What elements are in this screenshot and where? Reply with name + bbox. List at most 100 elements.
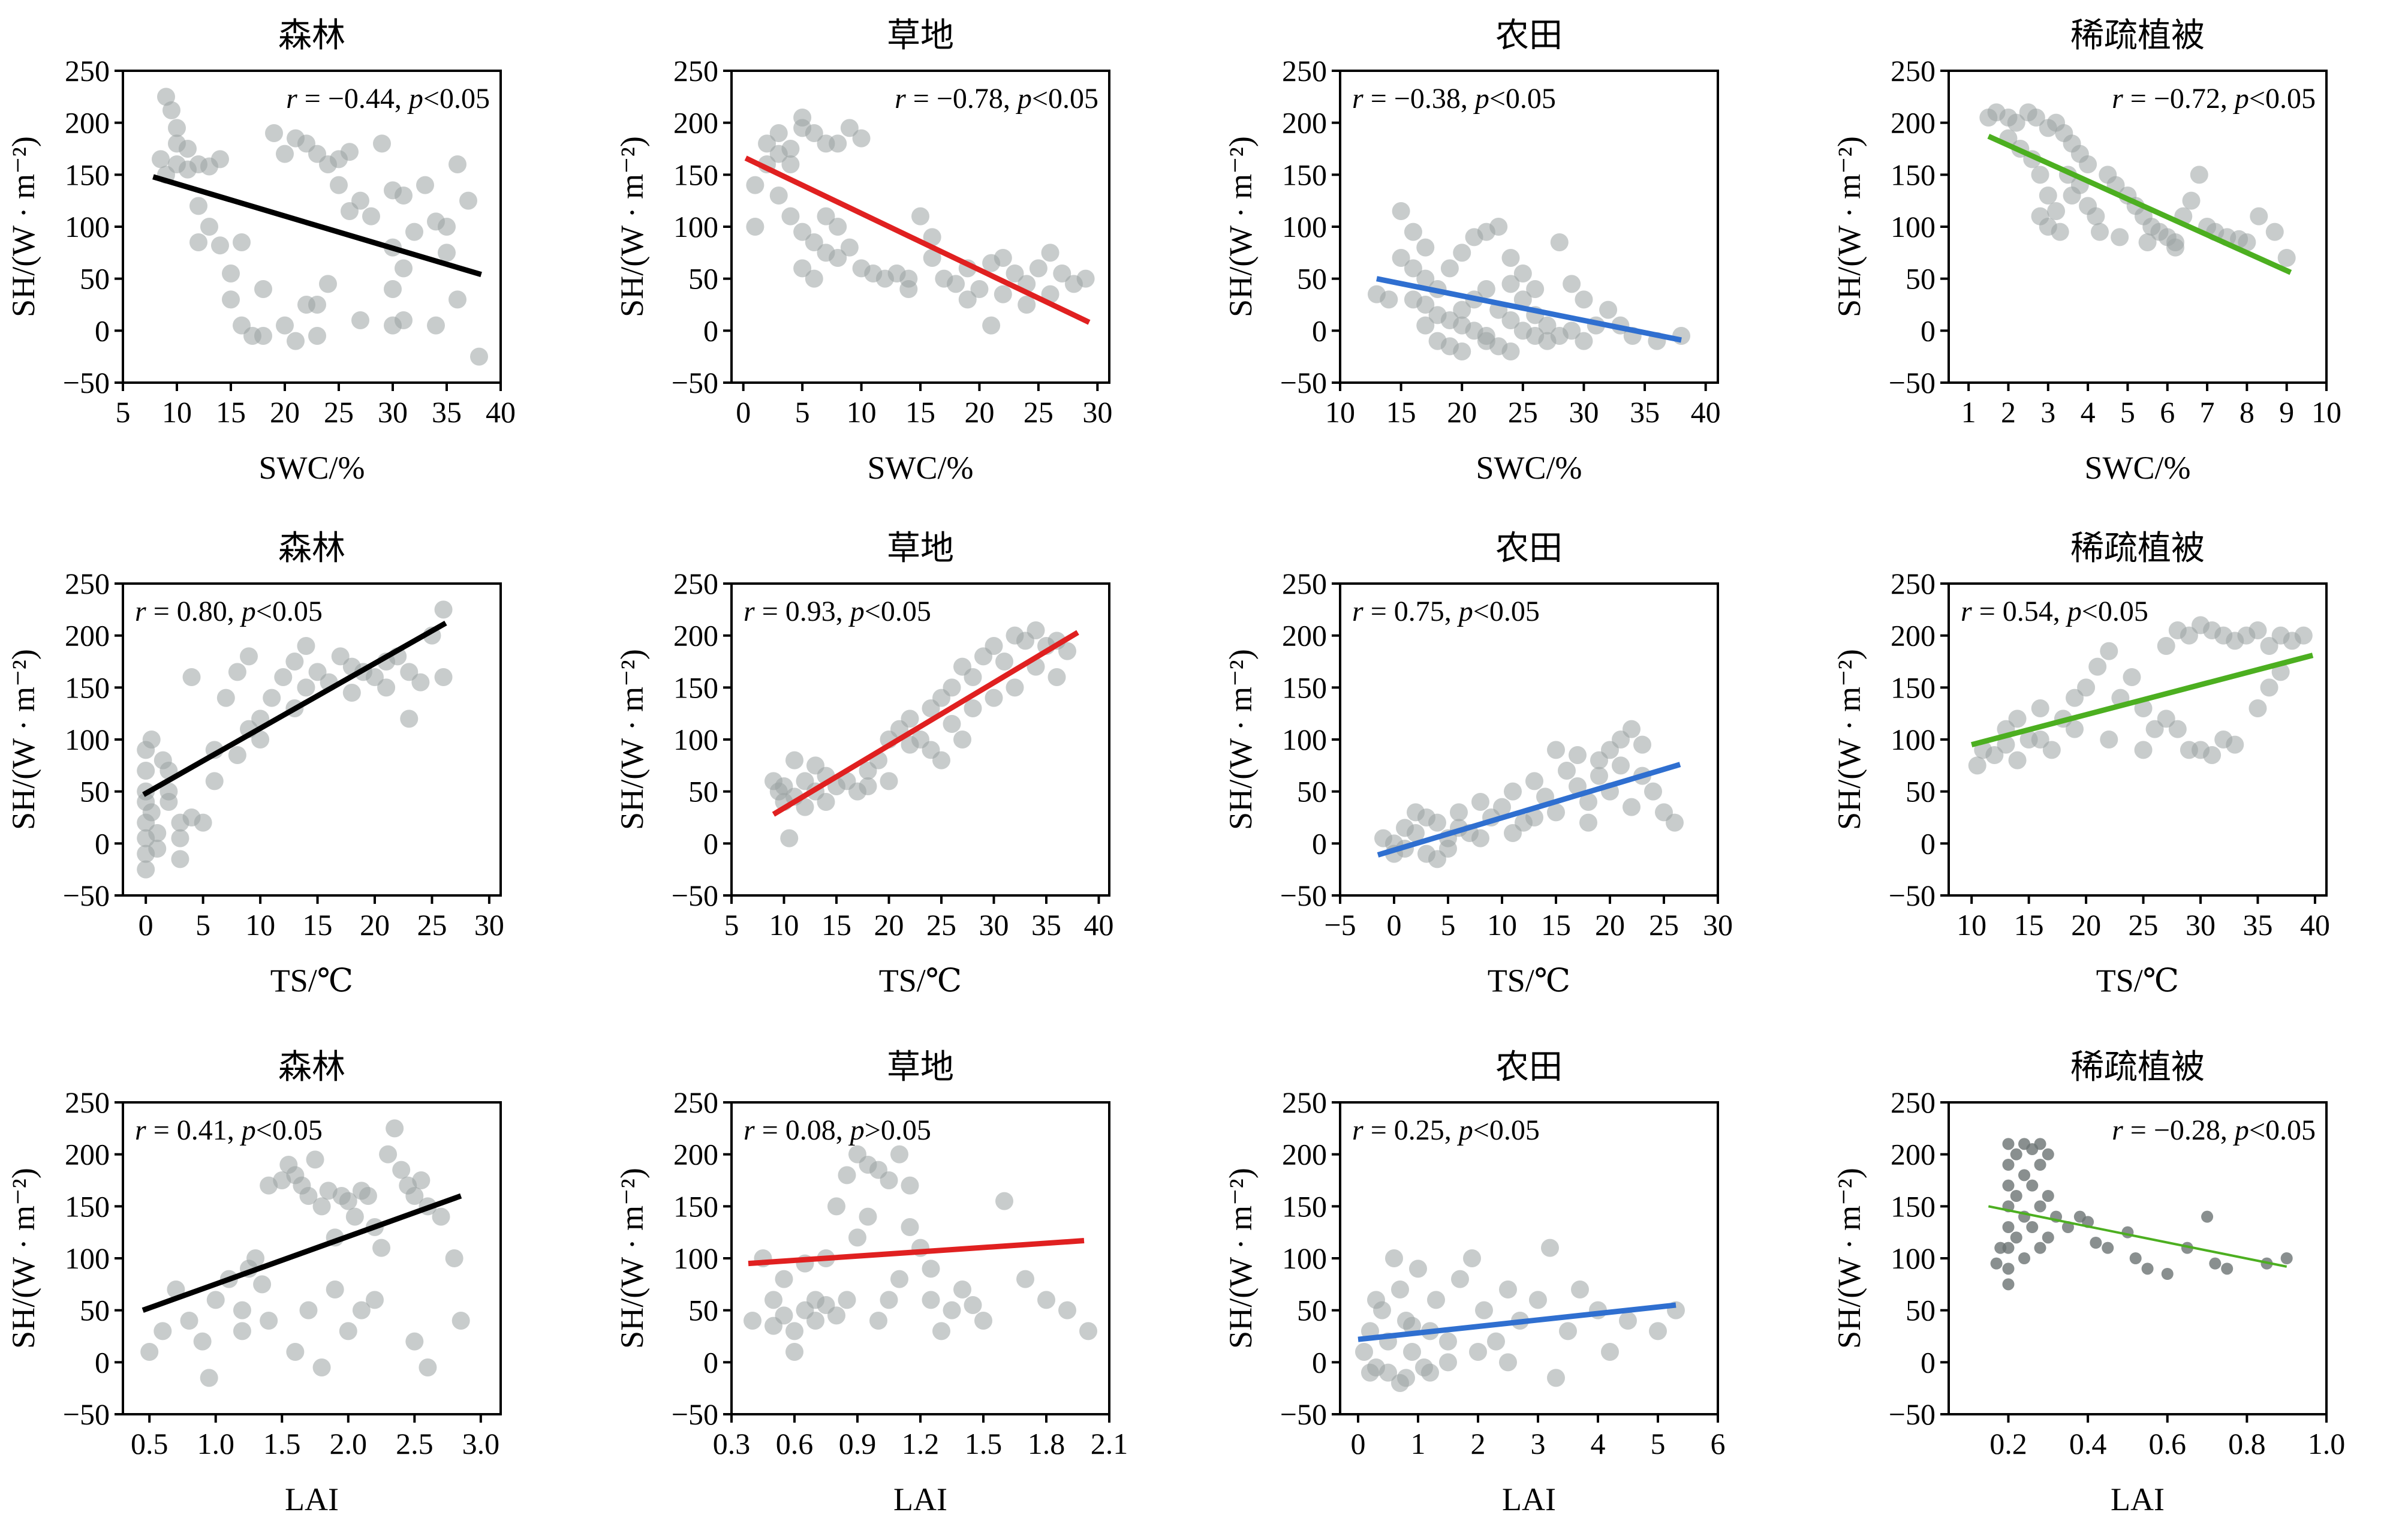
data-point — [2066, 720, 2084, 738]
x-tick-label: 25 — [1508, 395, 1538, 429]
y-tick-label: 250 — [1282, 1086, 1327, 1119]
regression-line — [1988, 1205, 2287, 1268]
data-point — [1525, 808, 1543, 826]
x-tick-label: 1.2 — [902, 1427, 940, 1460]
data-point — [148, 840, 167, 858]
x-tick-label: 40 — [1084, 908, 1114, 942]
data-point — [1385, 1249, 1403, 1267]
plot-frame — [122, 582, 502, 897]
data-point — [923, 249, 941, 267]
data-point — [995, 653, 1013, 671]
data-point — [341, 143, 359, 161]
data-point — [785, 1322, 803, 1340]
x-tick-label: 10 — [1487, 908, 1517, 942]
data-point — [194, 813, 212, 832]
data-point — [182, 668, 201, 686]
data-point — [1404, 223, 1422, 241]
data-point — [1041, 244, 1059, 262]
y-tick-label: 0 — [703, 314, 718, 347]
regression-line — [1987, 134, 2292, 275]
data-point — [274, 668, 293, 686]
y-tick-label: 50 — [1906, 262, 1936, 296]
correlation-annotation: r = −0.72, p<0.05 — [2112, 83, 2316, 115]
data-point — [339, 1192, 357, 1210]
data-point — [2180, 741, 2198, 759]
data-point — [1501, 311, 1520, 329]
data-point — [985, 637, 1003, 655]
y-tick-label: −50 — [1280, 366, 1327, 399]
data-point — [880, 1171, 898, 1189]
data-point — [1392, 202, 1410, 220]
data-point — [859, 1207, 877, 1226]
data-point — [1477, 280, 1495, 298]
x-tick-label: 5 — [795, 395, 810, 429]
data-point — [1409, 1260, 1427, 1278]
data-point — [2226, 735, 2244, 754]
data-point — [2201, 1210, 2214, 1223]
data-point — [1590, 766, 1608, 785]
data-point — [2090, 1237, 2102, 1249]
data-point — [901, 710, 919, 728]
data-point — [287, 332, 305, 350]
data-point — [2007, 113, 2025, 132]
x-axis-label: LAI — [2111, 1481, 2165, 1517]
data-point — [1563, 321, 1581, 340]
y-tick-label: 0 — [1312, 826, 1327, 860]
data-point — [1571, 1280, 1589, 1298]
data-point — [829, 134, 847, 153]
data-point — [840, 119, 859, 137]
data-point — [233, 1322, 251, 1340]
y-tick-label: 250 — [65, 54, 110, 88]
x-tick-label: 0.6 — [2148, 1427, 2186, 1460]
data-point — [746, 176, 764, 194]
data-point — [1559, 1322, 1577, 1340]
data-point — [2034, 1200, 2046, 1213]
data-point — [434, 668, 453, 686]
data-point — [2034, 1159, 2046, 1171]
y-axis-label: SH/(W · m⁻²) — [614, 1168, 650, 1349]
data-point — [438, 218, 456, 236]
y-tick-label: −50 — [63, 1397, 110, 1431]
data-point — [1504, 824, 1522, 842]
data-point — [901, 1176, 919, 1195]
y-tick-label: 100 — [1282, 1242, 1327, 1275]
x-tick-label: 8 — [2240, 395, 2255, 429]
correlation-annotation: r = 0.41, p<0.05 — [135, 1114, 323, 1146]
x-tick-label: 0 — [139, 908, 153, 942]
data-point — [1076, 269, 1095, 288]
x-tick-label: −5 — [1324, 908, 1356, 942]
x-tick-label: 20 — [270, 395, 300, 429]
x-tick-label: 20 — [360, 908, 390, 942]
x-tick-label: 35 — [1031, 908, 1061, 942]
x-tick-label: 0.8 — [2228, 1427, 2266, 1460]
y-tick-label: 0 — [1921, 314, 1936, 347]
x-tick-label: 25 — [926, 908, 956, 942]
y-tick-label: 50 — [80, 262, 110, 296]
y-tick-label: 50 — [1297, 775, 1327, 808]
data-point — [265, 124, 283, 142]
data-point — [1579, 813, 1597, 832]
x-tick-label: 1.8 — [1028, 1427, 1065, 1460]
data-point — [1471, 793, 1489, 811]
y-tick-label: 50 — [1906, 1294, 1936, 1327]
data-point — [345, 1207, 364, 1226]
y-tick-label: 100 — [673, 723, 718, 756]
y-tick-label: 250 — [65, 567, 110, 600]
x-tick-label: 40 — [2300, 908, 2330, 942]
x-tick-label: 1.5 — [965, 1427, 1003, 1460]
data-point — [1968, 756, 1986, 775]
data-point — [2008, 710, 2027, 728]
x-tick-label: 15 — [2014, 908, 2044, 942]
y-tick-label: 100 — [65, 1242, 110, 1275]
data-point — [1633, 735, 1651, 754]
data-point — [373, 134, 391, 153]
data-point — [297, 637, 315, 655]
x-tick-label: 30 — [1703, 908, 1733, 942]
data-point — [970, 280, 989, 298]
data-point — [2031, 731, 2049, 749]
data-point — [366, 668, 384, 686]
panel-1-3: 农田 −50 0 50 100 150 200 250 10 15 20 25 30 35 40 SWC/% S… — [1223, 17, 1721, 486]
data-point — [2102, 1242, 2114, 1254]
y-tick-label: 50 — [688, 775, 718, 808]
data-point — [781, 207, 800, 226]
